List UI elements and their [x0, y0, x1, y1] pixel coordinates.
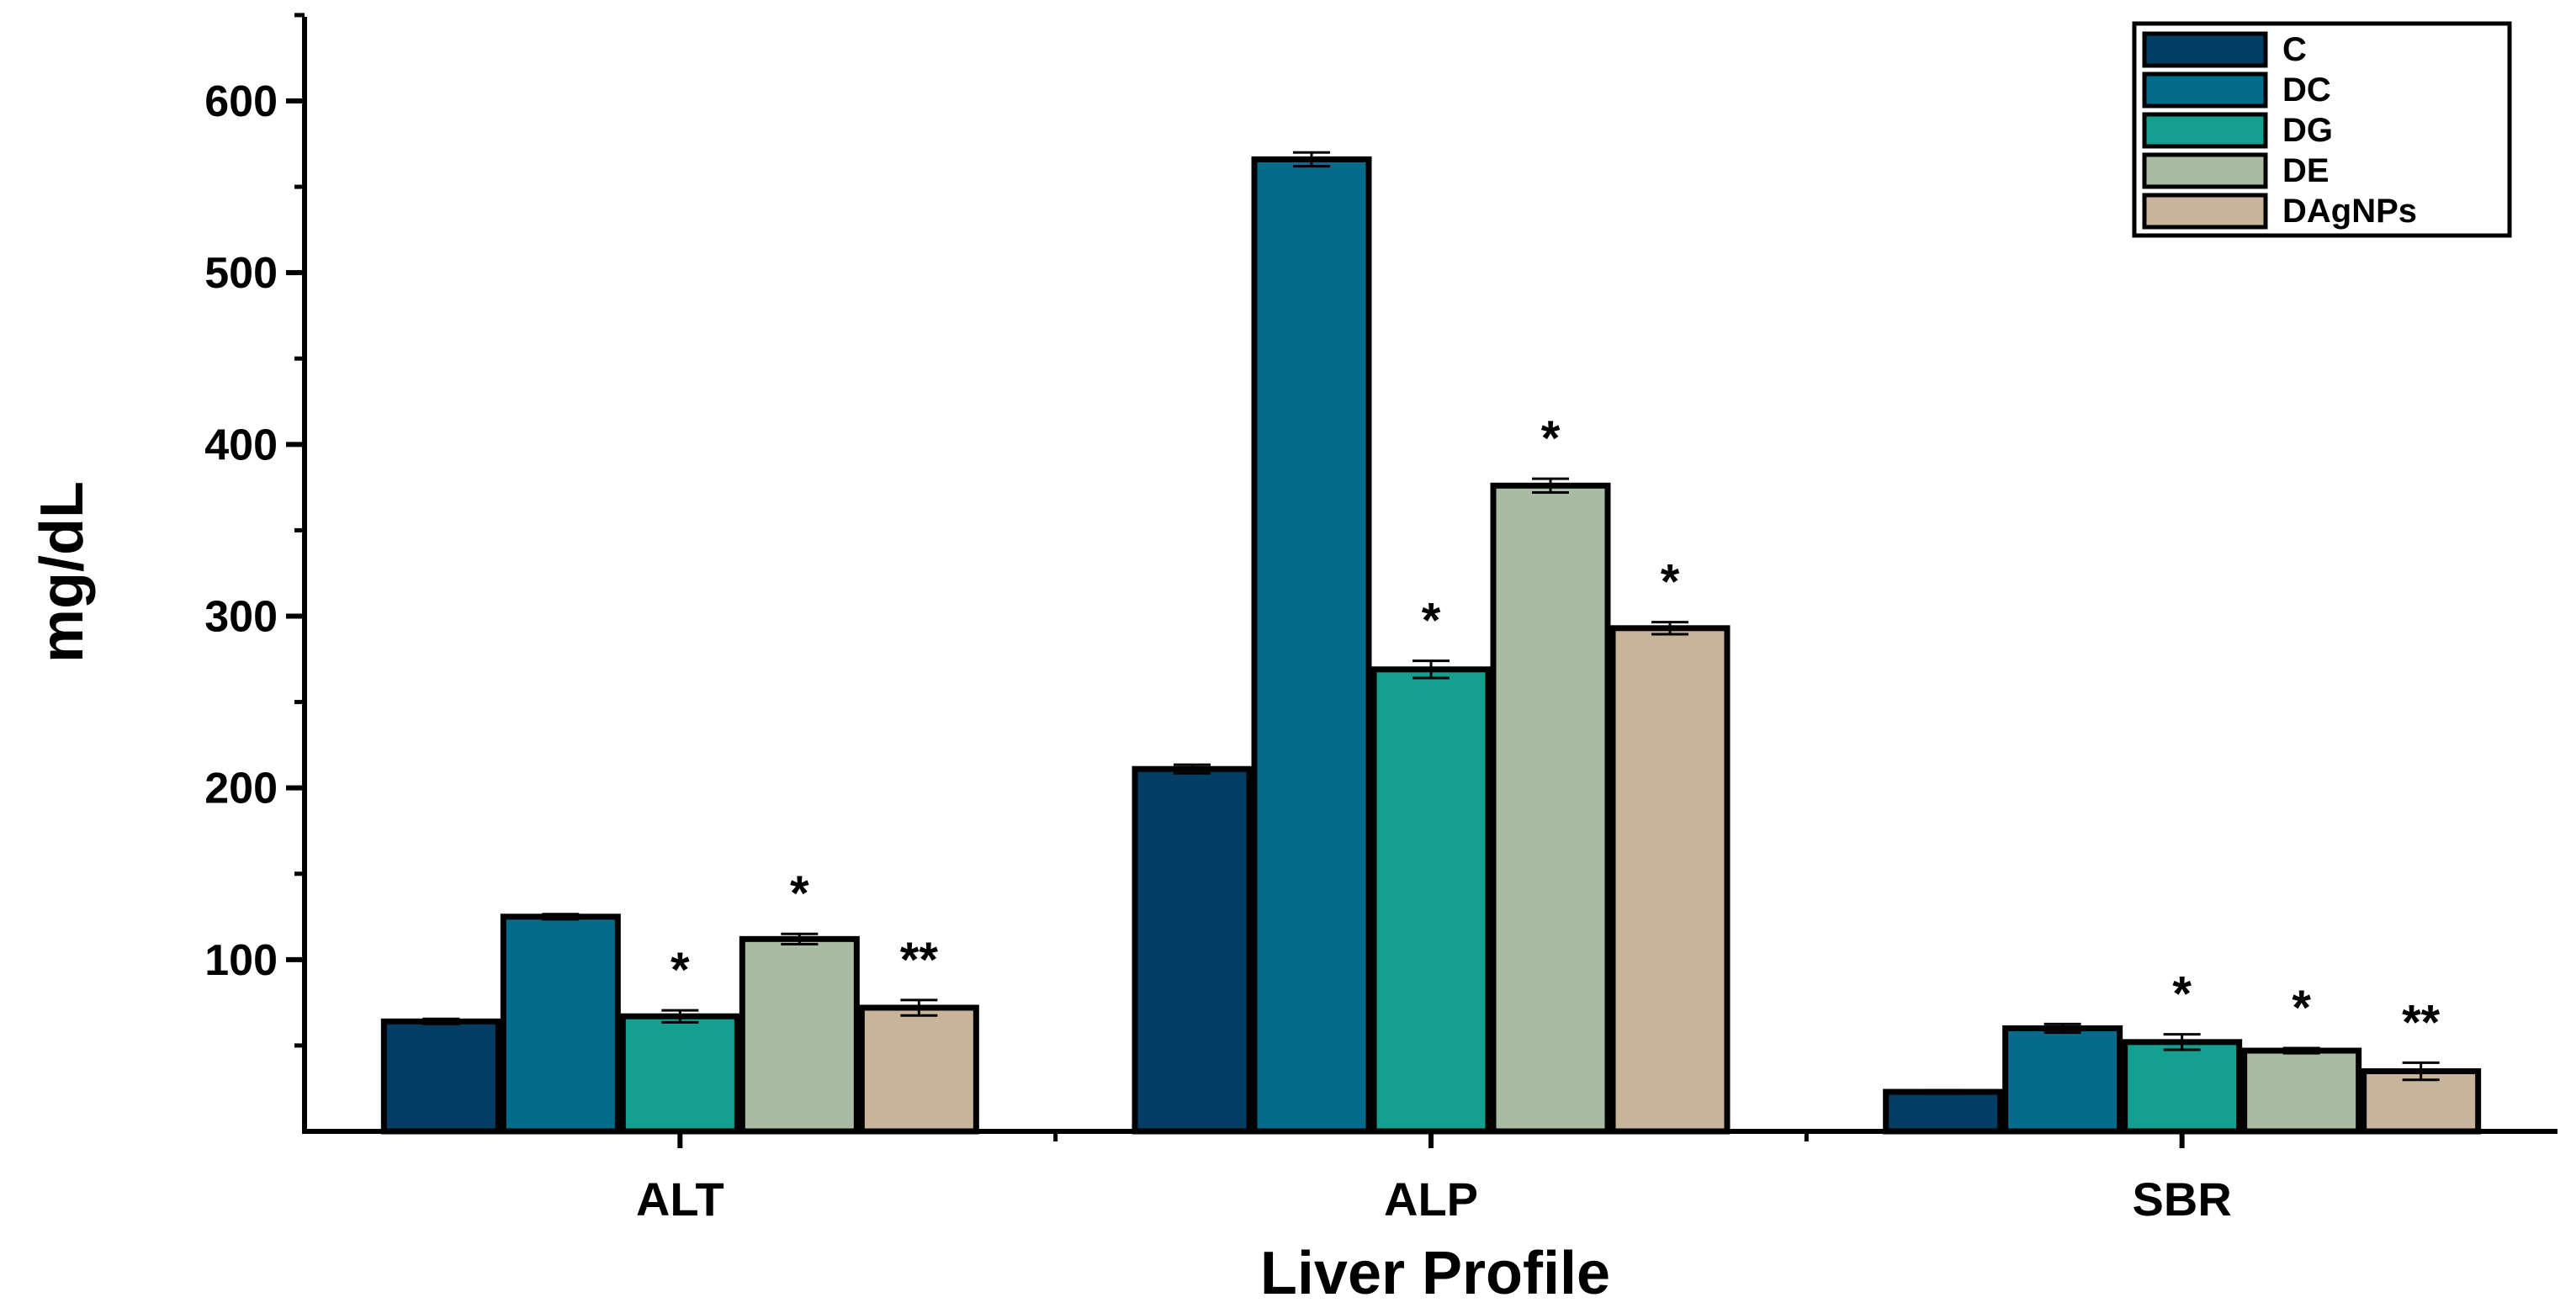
error-bar-alt-dg [661, 1009, 699, 1024]
error-bar-alt-de [781, 932, 819, 945]
error-bar-alp-c [1174, 763, 1211, 775]
bar-alt-dagnps [858, 1004, 979, 1135]
bar-sbr-dagnps [2361, 1068, 2482, 1135]
bars [380, 156, 2482, 1135]
error-bar-alt-dc [542, 913, 580, 921]
bar-sbr-c [1883, 1088, 2004, 1135]
legend-label-c: C [2282, 31, 2307, 68]
significance-marker-sbr-dg: * [2172, 967, 2192, 1022]
significance-marker-alt-de: * [790, 866, 809, 921]
legend-swatch-de [2142, 152, 2268, 189]
bar-alp-de [1490, 482, 1611, 1135]
bar-alp-dagnps [1609, 625, 1731, 1135]
x-tick-label-alp: ALP [1384, 1173, 1478, 1226]
bar-alp-dc [1251, 156, 1372, 1135]
bar-alt-de [739, 935, 860, 1135]
error-bar-alp-dagnps [1651, 621, 1688, 636]
significance-markers: ******** * ** [671, 411, 2441, 1050]
error-bar-alp-de [1532, 477, 1569, 494]
legend-swatch-dagnps [2142, 193, 2268, 230]
legend-label-dg: DG [2282, 112, 2333, 149]
error-bar-sbr-c [1924, 1088, 1962, 1095]
x-tick-label-sbr: SBR [2133, 1173, 2232, 1226]
y-tick-label: 500 [204, 249, 278, 298]
error-bar-alp-dc [1293, 151, 1330, 168]
error-bar-sbr-de [2282, 1046, 2320, 1055]
y-tick-label: 100 [204, 936, 278, 985]
significance-marker-alp-de: * [1541, 411, 1561, 466]
error-bar-alp-dg [1413, 659, 1450, 680]
y-tick-label: 400 [204, 421, 278, 469]
significance-marker-alt-dg: * [671, 943, 690, 998]
significance-marker-sbr-de: * [2292, 981, 2311, 1035]
bar-alp-c [1132, 765, 1253, 1135]
error-bar-alt-c [422, 1017, 460, 1025]
y-tick-label: 600 [204, 77, 278, 126]
bar-sbr-de [2241, 1047, 2362, 1135]
error-bar-sbr-dg [2163, 1033, 2201, 1051]
legend-label-de: DE [2282, 152, 2330, 189]
bar-alp-dg [1370, 666, 1492, 1135]
significance-marker-alp-dg: * [1422, 594, 1441, 649]
significance-marker-alp-dagnps: * [1661, 555, 1680, 610]
legend-swatch-dc [2142, 71, 2268, 109]
bar-sbr-dg [2122, 1039, 2243, 1135]
legend-label-dc: DC [2282, 71, 2331, 109]
bar-sbr-dc [2002, 1025, 2123, 1135]
y-tick-label: 300 [204, 593, 278, 642]
y-axis-title: mg/dL [29, 481, 96, 663]
bar-alt-dg [619, 1013, 740, 1135]
x-tick-label-alt: ALT [636, 1173, 724, 1226]
error-bar-alt-dagnps [900, 998, 938, 1017]
bar-alt-c [380, 1018, 501, 1135]
y-tick-label: 200 [204, 765, 278, 813]
significance-marker-alt-dagnps: ** [900, 933, 939, 988]
significance-marker-sbr-dagnps: ** [2402, 995, 2441, 1050]
bar-alt-dc [500, 913, 621, 1135]
error-bar-sbr-dagnps [2402, 1061, 2440, 1082]
legend-swatch-c [2142, 31, 2268, 68]
legend-swatch-dg [2142, 112, 2268, 149]
error-bar-sbr-dc [2043, 1022, 2081, 1035]
error-bars [422, 151, 2440, 1095]
x-axis-title: Liver Profile [1260, 1240, 1610, 1307]
legend-label-dagnps: DAgNPs [2282, 193, 2417, 230]
